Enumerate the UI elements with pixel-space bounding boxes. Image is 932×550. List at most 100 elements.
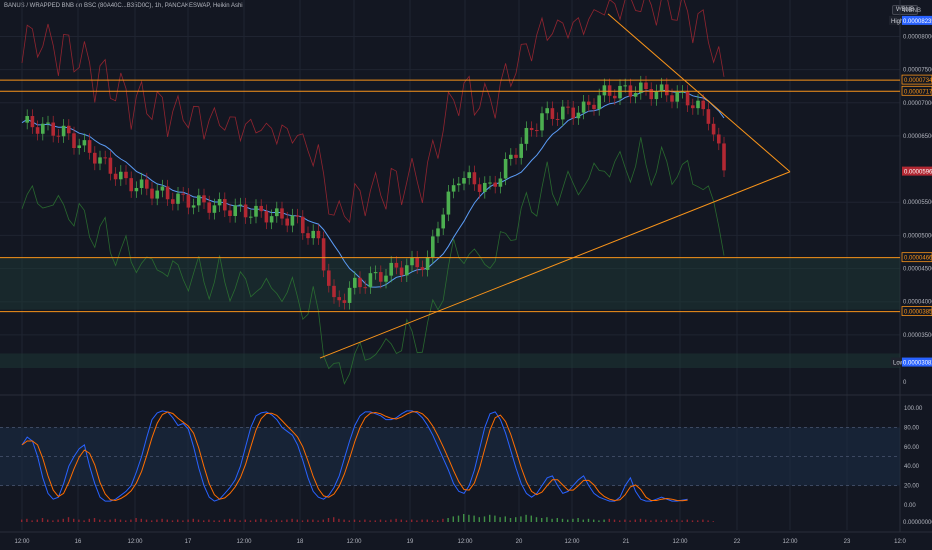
candle-body-55	[306, 233, 310, 239]
level-tag-0	[901, 74, 932, 85]
level-tag-3	[901, 306, 932, 316]
candle-body-65	[358, 277, 362, 288]
time-tick-1: 16	[75, 539, 82, 545]
candle-body-105	[566, 106, 570, 108]
candle-body-18	[113, 173, 118, 180]
candles	[25, 75, 726, 310]
volume-bar-52	[291, 518, 293, 522]
candle-body-123	[659, 84, 664, 92]
candle-body-57	[316, 230, 321, 239]
moving-average-line	[21, 89, 725, 288]
last-price-tag	[902, 166, 932, 176]
volume-bar-84	[457, 515, 460, 522]
volume-bar-82	[447, 518, 449, 522]
time-tick-9: 20	[516, 539, 523, 545]
candle-body-87	[472, 172, 477, 185]
volume-bar-35	[203, 520, 205, 522]
candle-body-100	[540, 113, 544, 131]
volume-bar-114	[613, 519, 616, 522]
candle-body-80	[436, 228, 440, 237]
price-tick-6: 0.00004500	[903, 267, 932, 273]
candle-body-37	[212, 205, 217, 213]
candle-body-98	[529, 127, 534, 131]
osc-tick-1: 80.00	[904, 425, 920, 431]
volume-bar-27	[161, 518, 163, 522]
indicator-lines	[21, 0, 725, 385]
candle-body-83	[451, 185, 456, 192]
volume-bar-112	[603, 519, 605, 522]
volume-bar-105	[567, 519, 569, 522]
volume-bar-128	[686, 519, 688, 522]
volume-bar-7	[57, 519, 59, 522]
candle-body-35	[202, 195, 206, 203]
volume-bar-61	[338, 518, 340, 522]
volume-bar-28	[166, 519, 168, 522]
volume-bar-103	[556, 518, 558, 522]
candle-body-17	[108, 157, 113, 174]
volume-bar-75	[411, 519, 413, 522]
volume-bar-71	[390, 519, 392, 522]
candle-body-9	[67, 125, 71, 134]
volume-bar-97	[525, 514, 527, 522]
candle-body-63	[347, 287, 352, 303]
candle-body-28	[165, 186, 170, 200]
candle-body-106	[571, 107, 575, 119]
volume-bar-34	[197, 519, 200, 522]
low-price-value: 0.00003082	[903, 361, 932, 367]
candle-body-45	[254, 205, 258, 217]
candle-body-56	[311, 230, 315, 239]
candle-body-34	[197, 195, 201, 206]
candle-body-46	[259, 205, 263, 212]
volume-bar-87	[473, 515, 475, 522]
volume-bar-13	[88, 518, 90, 522]
volume-bar-126	[676, 519, 678, 522]
candle-body-30	[176, 193, 180, 204]
candle-body-61	[337, 297, 341, 301]
candle-body-76	[415, 257, 419, 268]
candle-body-27	[160, 186, 165, 191]
volume-bar-96	[520, 516, 522, 522]
volume-bar-14	[93, 518, 96, 522]
candle-body-16	[103, 157, 107, 159]
stoch-rsi-pane	[0, 410, 900, 502]
level-tag-value-3: 0.00003851	[904, 310, 932, 316]
price-tick-8: 0.00003500	[903, 333, 932, 339]
triangle-drawing	[319, 13, 791, 359]
candle-body-84	[457, 183, 461, 186]
candle-body-3	[35, 127, 40, 134]
low-tag-bg	[891, 357, 902, 367]
volume-bar-68	[374, 520, 376, 522]
candle-body-14	[93, 152, 97, 164]
volume-bar-11	[78, 519, 80, 522]
volume-bar-117	[629, 520, 631, 522]
candle-body-126	[675, 91, 679, 102]
high-tag-label: High	[891, 19, 903, 25]
volume-bar-40	[229, 518, 231, 522]
currency-selector[interactable]: WBNB	[892, 5, 918, 15]
candle-body-60	[332, 285, 336, 298]
volume-bar-80	[437, 520, 439, 522]
volume-bar-89	[483, 516, 486, 522]
volume-bar-26	[156, 519, 158, 522]
price-tick-5: 0.00005000	[903, 233, 932, 239]
volume-bar-124	[665, 519, 668, 522]
osc-tick-3: 40.00	[904, 464, 920, 470]
candle-body-4	[41, 123, 45, 134]
volume-bar-46	[260, 518, 262, 522]
stoch-k-line	[21, 410, 688, 502]
price-tick-1: 0.00007500	[903, 68, 932, 74]
candle-body-26	[155, 190, 159, 199]
candle-body-130	[696, 100, 700, 109]
time-tick-10: 12:00	[564, 539, 580, 545]
candle-body-99	[535, 130, 539, 132]
candle-body-124	[665, 84, 669, 96]
time-tick-3: 17	[185, 539, 192, 545]
time-tick-7: 19	[407, 539, 414, 545]
time-axis: 12:00 16 12:00 17 12:00 18 12:00 19 12:00 20 12:00…	[0, 531, 932, 545]
volume-bar-54	[301, 520, 304, 522]
volume-bar-12	[83, 520, 85, 522]
candle-body-118	[633, 93, 638, 97]
candle-body-73	[399, 267, 404, 276]
volume-bar-83	[452, 516, 454, 522]
